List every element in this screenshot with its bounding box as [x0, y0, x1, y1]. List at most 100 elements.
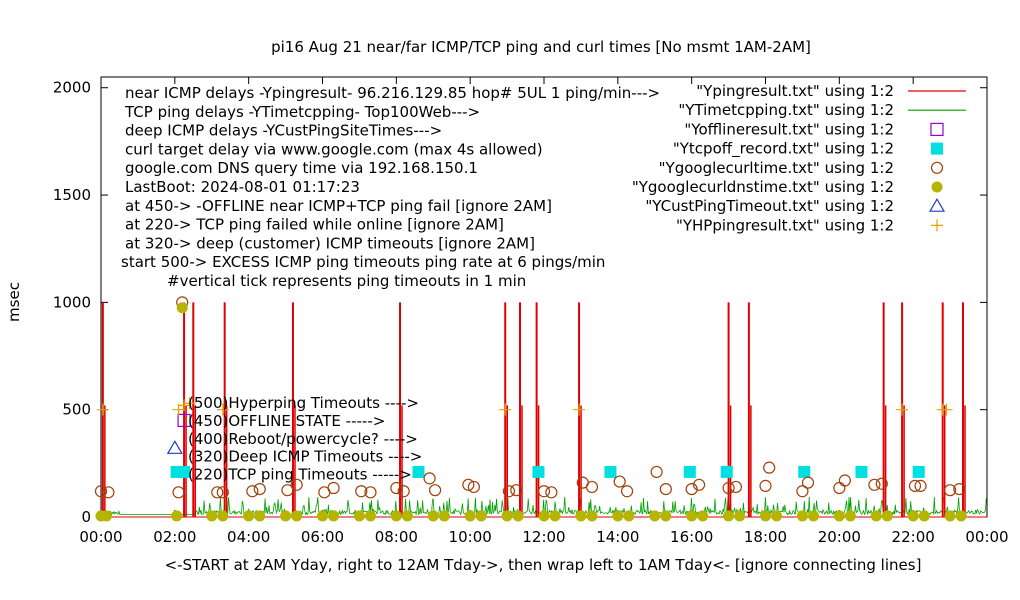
- legend: "Ypingresult.txt" using 1:2"YTimetcpping…: [632, 82, 966, 234]
- series-point-open-circle: [914, 479, 927, 492]
- series-point-filled-circle: [438, 510, 450, 522]
- series-point-filled-square: [178, 465, 191, 478]
- series-point-filled-circle: [176, 302, 188, 314]
- series-point-plus: [940, 403, 953, 416]
- series-point-filled-circle: [171, 510, 183, 522]
- series-point-filled-circle: [427, 510, 439, 522]
- series-point-open-circle: [585, 480, 599, 494]
- series-point-filled-square: [912, 465, 925, 478]
- series-point-open-circle: [908, 479, 922, 492]
- marker-label: (220)TCP ping Timeouts ----->: [188, 466, 412, 484]
- x-tick-label: 06:00: [301, 528, 344, 546]
- series-point-filled-square: [532, 465, 545, 478]
- annotation-line: TCP ping delays -YTimetcpping- Top100Web…: [124, 103, 480, 121]
- series-point-open-circle: [763, 461, 776, 474]
- marker-label: (400)Reboot/powercycle? ---->: [188, 430, 418, 448]
- series-point-filled-circle: [844, 510, 856, 522]
- legend-label: "Ytcpoff_record.txt" using 1:2: [673, 140, 894, 159]
- series-point-open-circle: [729, 480, 743, 494]
- series-point-filled-circle: [586, 510, 598, 522]
- series-point-open-circle: [537, 485, 551, 498]
- series-point-filled-square: [720, 465, 733, 478]
- chart-title: pi16 Aug 21 near/far ICMP/TCP ping and c…: [271, 38, 811, 56]
- x-tick-label: 14:00: [596, 528, 639, 546]
- series-point-open-circle: [94, 485, 108, 498]
- x-tick-label: 08:00: [375, 528, 418, 546]
- marker-label: (500)Hyperping Timeouts ---->: [188, 394, 419, 412]
- series-point-open-circle: [102, 486, 115, 499]
- series-point-filled-circle: [907, 510, 919, 522]
- series-point-open-circle: [545, 486, 558, 499]
- y-tick-label: 1000: [53, 293, 91, 311]
- series-point-open-circle: [868, 478, 881, 491]
- series-point-plus: [96, 403, 109, 416]
- legend-label: "YHPpingresult.txt" using 1:2: [676, 216, 894, 234]
- series-point-filled-circle: [217, 510, 229, 522]
- series-point-open-circle: [172, 486, 185, 499]
- y-tick-label: 1500: [53, 186, 91, 204]
- series-point-plus: [178, 399, 191, 412]
- series-point-plus: [216, 403, 229, 416]
- series-point-open-circle: [692, 478, 706, 491]
- series-point-filled-circle: [538, 510, 550, 522]
- series-point-filled-circle: [328, 510, 340, 522]
- marker-label: (450)OFFLINE STATE ----->: [188, 412, 385, 430]
- legend-label: "Ygooglecurldnstime.txt" using 1:2: [632, 178, 894, 196]
- annotation-line: #vertical tick represents ping timeouts …: [167, 272, 526, 290]
- legend-label: "Ypingresult.txt" using 1:2: [696, 82, 894, 100]
- annotation-block: near ICMP delays -Ypingresult- 96.216.12…: [121, 84, 660, 484]
- legend-label: "Ygooglecurltime.txt" using 1:2: [659, 159, 894, 177]
- annotation-line: deep ICMP delays -YCustPingSiteTimes--->: [125, 122, 442, 140]
- x-tick-label: 16:00: [670, 528, 713, 546]
- series-point-open-circle: [759, 479, 772, 492]
- legend-label: "YTimetcpping.txt" using 1:2: [678, 101, 894, 119]
- series-point-open-circle: [838, 474, 851, 487]
- series-point-plus: [499, 403, 512, 416]
- annotation-line: at 320-> deep (customer) ICMP timeouts […: [125, 234, 535, 252]
- annotation-line: start 500-> EXCESS ICMP ping timeouts pi…: [121, 253, 605, 271]
- series-point-filled-circle: [944, 510, 956, 522]
- legend-swatch: [930, 122, 944, 137]
- series-point-filled-circle: [464, 510, 476, 522]
- series-point-filled-circle: [206, 510, 218, 522]
- x-tick-label: 04:00: [227, 528, 270, 546]
- legend-label: "YCustPingTimeout.txt" using 1:2: [645, 197, 894, 215]
- plot-area: 0 500 1000 1500 2000 00:00 02:00 04:00 06:00 08:0…: [53, 76, 1009, 546]
- series-point-open-circle: [281, 484, 294, 497]
- series-point-open-circle: [875, 477, 888, 490]
- series-point-open-circle: [246, 485, 259, 498]
- legend-swatch: [931, 142, 943, 155]
- x-axis-label: <-START at 2AM Yday, right to 12AM Tday-…: [165, 556, 922, 574]
- series-point-open-circle: [216, 486, 229, 499]
- series-point-open-circle: [650, 465, 663, 479]
- y-tick-label: 2000: [53, 79, 91, 97]
- series-point-open-circle: [364, 486, 377, 499]
- series-point-open-circle: [613, 475, 626, 488]
- series-point-filled-circle: [623, 510, 635, 522]
- series-point-filled-circle: [549, 510, 561, 522]
- annotation-line: curl target delay via www.google.com (ma…: [125, 140, 543, 158]
- series-point-filled-circle: [401, 510, 413, 522]
- series-point-open-circle: [355, 485, 368, 498]
- series-point-open-circle: [502, 485, 516, 498]
- series-point-plus: [896, 403, 909, 416]
- series-point-open-circle: [722, 481, 735, 495]
- series-point-filled-circle: [955, 510, 967, 522]
- series-point-plus: [183, 397, 196, 410]
- series-point-open-circle: [253, 482, 266, 496]
- series-point-filled-circle: [390, 510, 402, 522]
- series-point-filled-circle: [353, 510, 365, 522]
- y-tick-label: 500: [62, 401, 91, 419]
- series-point-filled-circle: [870, 510, 882, 522]
- y-tick-label: 0: [81, 508, 91, 526]
- series-point-filled-square: [798, 465, 811, 478]
- x-tick-label: 20:00: [818, 528, 861, 546]
- series-point-filled-circle: [807, 510, 819, 522]
- series-point-filled-circle: [612, 510, 624, 522]
- x-tick-label: 00:00: [965, 528, 1008, 546]
- series-point-filled-circle: [512, 510, 524, 522]
- series-point-open-circle: [833, 481, 846, 495]
- marker-label: (320)Deep ICMP Timeouts ---->: [188, 448, 422, 466]
- series-point-filled-square: [683, 465, 696, 478]
